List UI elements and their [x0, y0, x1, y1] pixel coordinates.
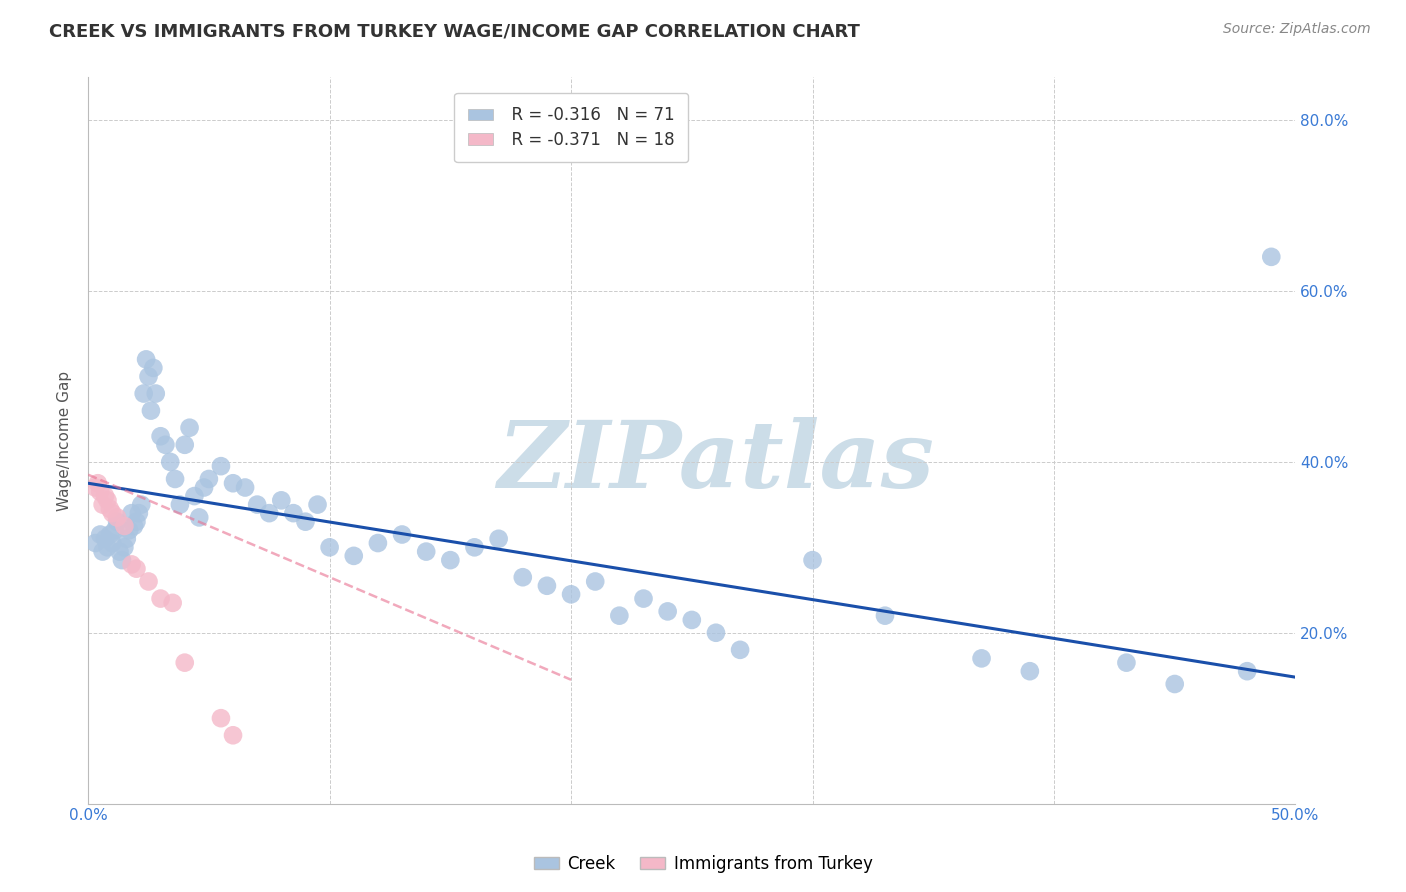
Point: [560, 587, 582, 601]
Point: [125, 562, 148, 576]
Point: [89, 527, 111, 541]
Point: [294, 515, 316, 529]
Point: [1260, 250, 1282, 264]
Point: [198, 472, 221, 486]
Point: [222, 476, 245, 491]
Point: [101, 536, 124, 550]
Point: [96, 493, 118, 508]
Point: [728, 643, 751, 657]
Point: [121, 506, 143, 520]
Point: [179, 421, 201, 435]
Point: [91, 544, 114, 558]
Point: [135, 352, 157, 367]
Point: [1115, 656, 1137, 670]
Point: [105, 515, 128, 529]
Point: [246, 498, 269, 512]
Point: [162, 596, 184, 610]
Point: [101, 506, 124, 520]
Point: [87, 476, 110, 491]
Point: [343, 549, 366, 563]
Point: [125, 515, 148, 529]
Point: [173, 656, 195, 670]
Point: [657, 604, 679, 618]
Point: [391, 527, 413, 541]
Point: [149, 429, 172, 443]
Legend: Creek, Immigrants from Turkey: Creek, Immigrants from Turkey: [527, 848, 879, 880]
Point: [270, 493, 292, 508]
Point: [681, 613, 703, 627]
Point: [209, 459, 232, 474]
Point: [222, 728, 245, 742]
Point: [583, 574, 606, 589]
Y-axis label: Wage/Income Gap: Wage/Income Gap: [58, 370, 72, 510]
Point: [104, 523, 127, 537]
Point: [633, 591, 655, 606]
Point: [873, 608, 896, 623]
Point: [173, 438, 195, 452]
Point: [122, 519, 145, 533]
Point: [512, 570, 534, 584]
Point: [801, 553, 824, 567]
Point: [183, 489, 205, 503]
Point: [145, 386, 167, 401]
Point: [169, 498, 191, 512]
Point: [233, 481, 256, 495]
Point: [121, 558, 143, 572]
Point: [704, 625, 727, 640]
Point: [132, 386, 155, 401]
Point: [463, 541, 485, 555]
Point: [1236, 664, 1258, 678]
Point: [108, 544, 131, 558]
Point: [91, 498, 114, 512]
Point: [112, 541, 135, 555]
Point: [307, 498, 329, 512]
Point: [159, 455, 181, 469]
Point: [139, 403, 162, 417]
Point: [970, 651, 993, 665]
Point: [94, 532, 117, 546]
Point: [142, 360, 165, 375]
Point: [283, 506, 305, 520]
Point: [105, 510, 128, 524]
Point: [112, 519, 135, 533]
Point: [193, 481, 215, 495]
Point: [115, 532, 138, 546]
Point: [84, 536, 107, 550]
Point: [209, 711, 232, 725]
Point: [129, 498, 152, 512]
Point: [94, 489, 117, 503]
Point: [536, 579, 558, 593]
Point: [488, 532, 510, 546]
Point: [149, 591, 172, 606]
Text: Source: ZipAtlas.com: Source: ZipAtlas.com: [1223, 22, 1371, 37]
Point: [257, 506, 280, 520]
Point: [1018, 664, 1040, 678]
Point: [439, 553, 461, 567]
Point: [1164, 677, 1187, 691]
Text: ZIPatlas: ZIPatlas: [498, 417, 935, 508]
Point: [415, 544, 437, 558]
Point: [138, 369, 160, 384]
Point: [609, 608, 631, 623]
Point: [98, 527, 121, 541]
Point: [165, 472, 187, 486]
Point: [138, 574, 160, 589]
Legend:   R = -0.316   N = 71,   R = -0.371   N = 18: R = -0.316 N = 71, R = -0.371 N = 18: [454, 93, 688, 162]
Point: [367, 536, 389, 550]
Point: [111, 553, 134, 567]
Point: [128, 506, 150, 520]
Point: [84, 481, 107, 495]
Text: CREEK VS IMMIGRANTS FROM TURKEY WAGE/INCOME GAP CORRELATION CHART: CREEK VS IMMIGRANTS FROM TURKEY WAGE/INC…: [49, 22, 860, 40]
Point: [118, 523, 141, 537]
Point: [318, 541, 340, 555]
Point: [155, 438, 177, 452]
Point: [89, 484, 111, 499]
Point: [98, 501, 121, 516]
Point: [96, 541, 118, 555]
Point: [188, 510, 211, 524]
